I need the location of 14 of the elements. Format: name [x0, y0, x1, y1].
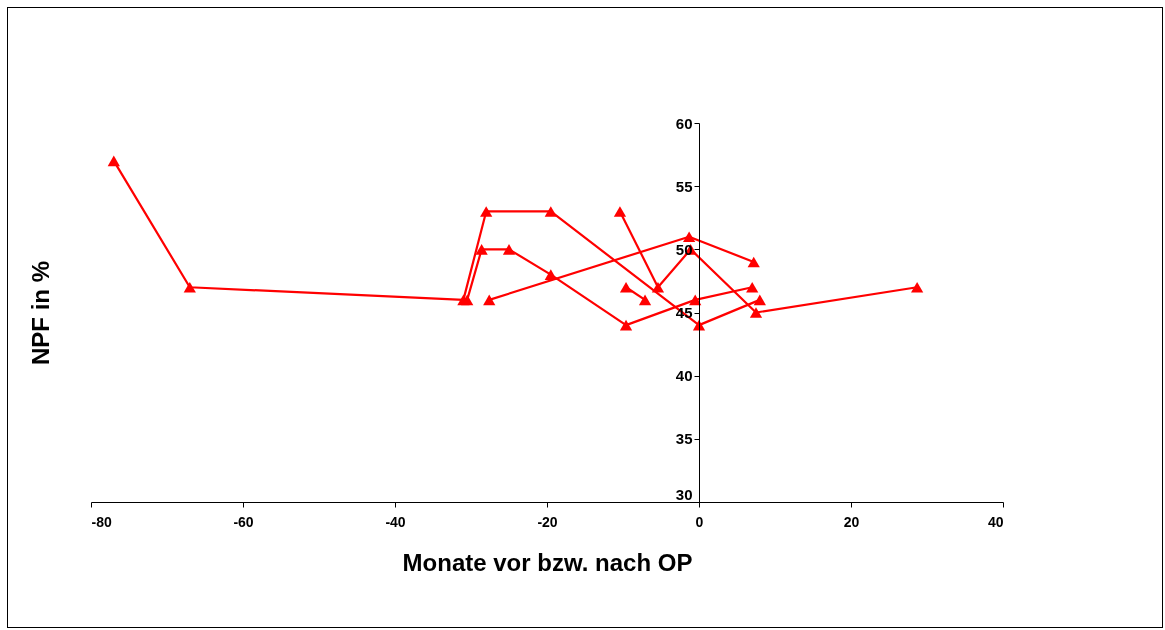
x-axis-title: Monate vor bzw. nach OP — [402, 548, 693, 576]
y-tick-label: 40 — [675, 367, 693, 385]
y-axis-title: NPF in % — [26, 260, 54, 366]
x-tick-label: 0 — [695, 513, 704, 530]
x-tick-label: -60 — [233, 513, 254, 530]
y-tick-label: 30 — [675, 485, 693, 503]
x-tick-label: 20 — [843, 513, 860, 530]
x-tick-label: -40 — [385, 513, 406, 530]
y-tick-label: 60 — [675, 114, 693, 132]
x-tick-label: -20 — [537, 513, 558, 530]
y-tick-label: 35 — [675, 430, 693, 448]
x-tick-label: 40 — [987, 513, 1004, 530]
x-tick-label: -80 — [91, 513, 112, 530]
y-tick-label: 55 — [675, 177, 693, 195]
